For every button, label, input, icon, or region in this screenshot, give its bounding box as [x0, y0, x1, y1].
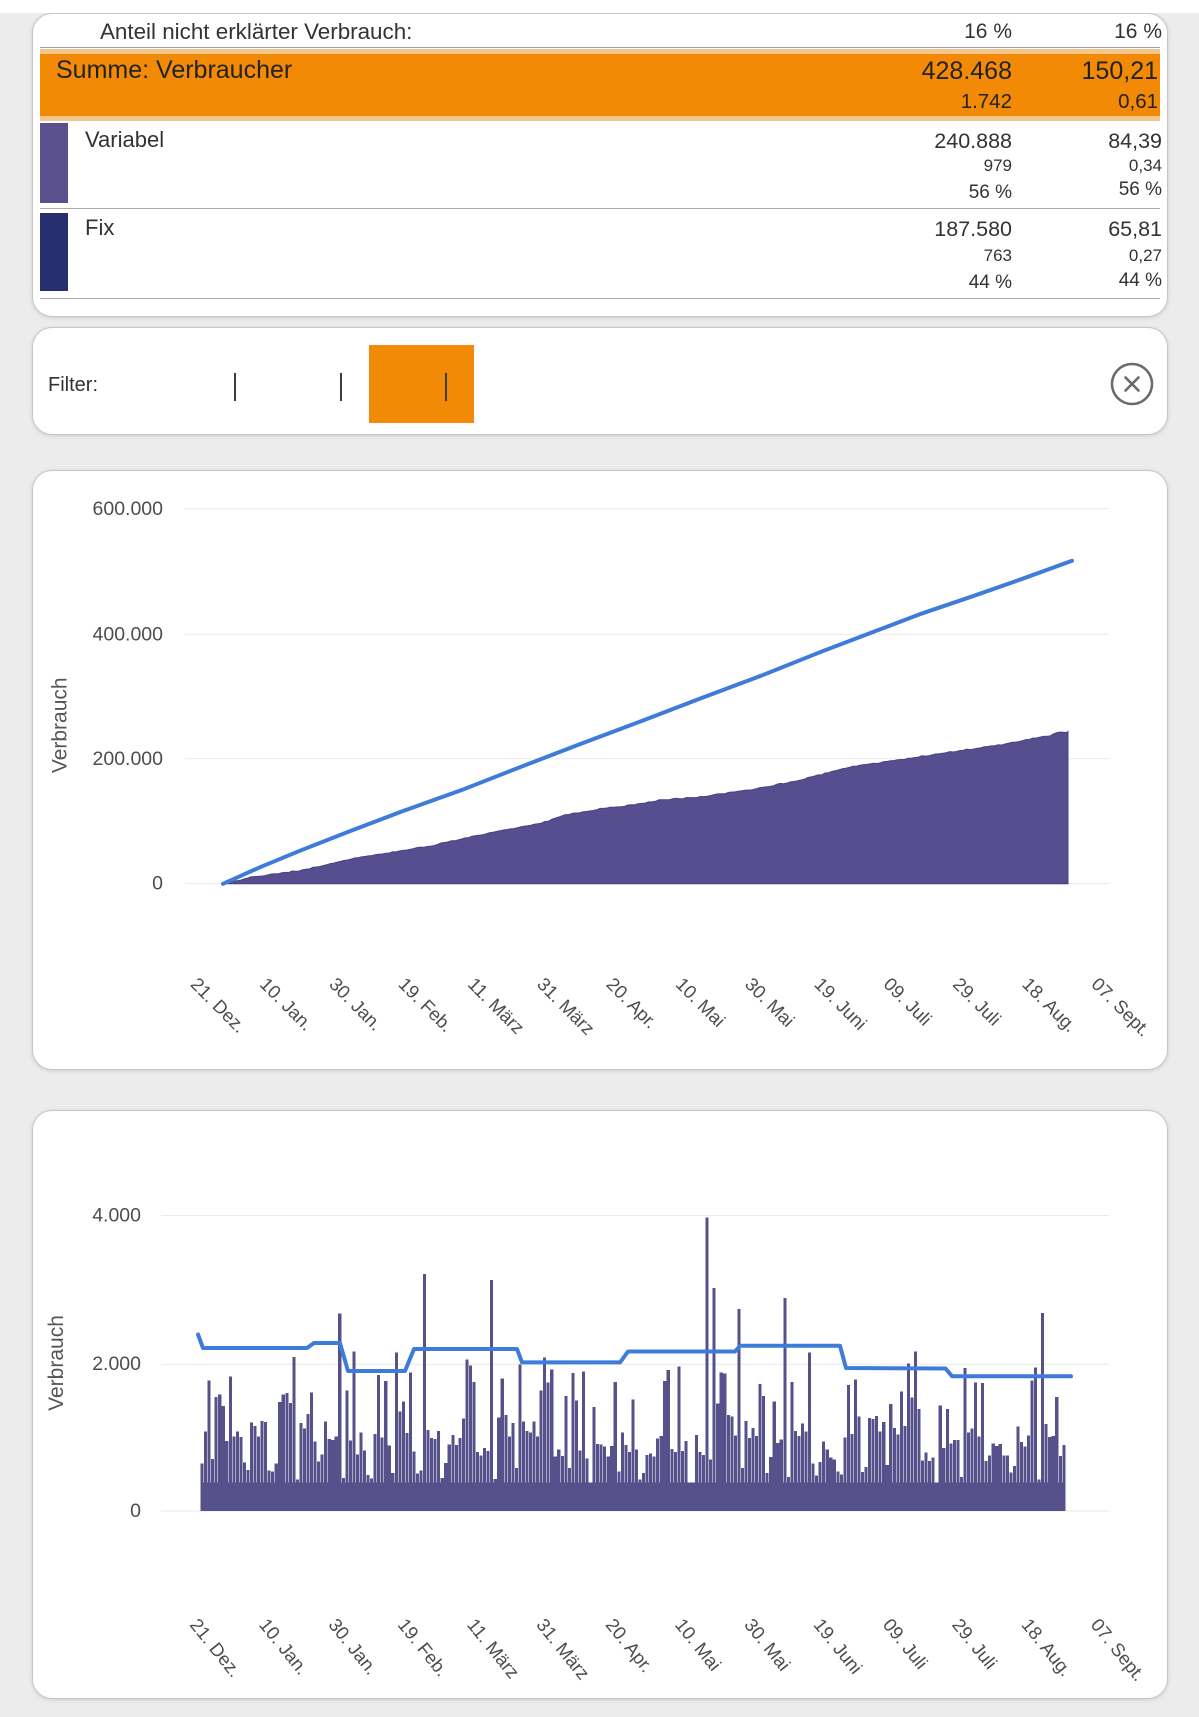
svg-text:21. Dez.: 21. Dez. — [187, 973, 251, 1037]
svg-text:600.000: 600.000 — [93, 498, 164, 520]
svg-text:19. Juni: 19. Juni — [810, 973, 871, 1034]
svg-text:10. Jan.: 10. Jan. — [256, 973, 317, 1034]
svg-text:09. Juli: 09. Juli — [879, 1614, 932, 1673]
svg-text:19. Juni: 19. Juni — [810, 1614, 867, 1678]
svg-text:11. März: 11. März — [464, 973, 529, 1038]
svg-text:11. März: 11. März — [463, 1614, 524, 1682]
svg-text:30. Jan.: 30. Jan. — [325, 973, 386, 1034]
svg-text:09. Juli: 09. Juli — [880, 973, 936, 1029]
svg-text:07. Sept.: 07. Sept. — [1087, 1614, 1150, 1685]
svg-text:18. Aug.: 18. Aug. — [1018, 973, 1081, 1036]
svg-text:Verbrauch: Verbrauch — [45, 1315, 68, 1411]
svg-text:30. Jan.: 30. Jan. — [324, 1614, 382, 1678]
svg-text:29. Juli: 29. Juli — [949, 973, 1005, 1029]
svg-text:19. Feb.: 19. Feb. — [394, 1614, 453, 1680]
svg-text:20. Apr.: 20. Apr. — [602, 1614, 658, 1676]
svg-text:18. Aug.: 18. Aug. — [1017, 1614, 1076, 1680]
svg-text:0: 0 — [152, 873, 163, 895]
svg-text:30. Mai: 30. Mai — [741, 973, 799, 1031]
svg-text:10. Mai: 10. Mai — [672, 973, 730, 1031]
svg-text:Verbrauch: Verbrauch — [49, 677, 72, 773]
svg-text:31. März: 31. März — [532, 1614, 594, 1683]
svg-text:10. Mai: 10. Mai — [671, 1614, 726, 1674]
svg-text:2.000: 2.000 — [92, 1353, 141, 1375]
svg-text:19. Feb.: 19. Feb. — [395, 973, 458, 1036]
svg-text:200.000: 200.000 — [93, 748, 164, 770]
svg-text:29. Juli: 29. Juli — [948, 1614, 1001, 1673]
svg-text:4.000: 4.000 — [92, 1205, 141, 1227]
svg-text:10. Jan.: 10. Jan. — [255, 1614, 313, 1678]
svg-text:20. Apr.: 20. Apr. — [602, 973, 661, 1032]
svg-text:0: 0 — [130, 1500, 141, 1522]
svg-text:400.000: 400.000 — [93, 623, 164, 645]
svg-text:30. Mai: 30. Mai — [740, 1614, 795, 1674]
svg-text:07. Sept.: 07. Sept. — [1088, 973, 1155, 1040]
svg-text:31. März: 31. März — [533, 973, 599, 1039]
svg-text:21. Dez.: 21. Dez. — [186, 1614, 246, 1681]
